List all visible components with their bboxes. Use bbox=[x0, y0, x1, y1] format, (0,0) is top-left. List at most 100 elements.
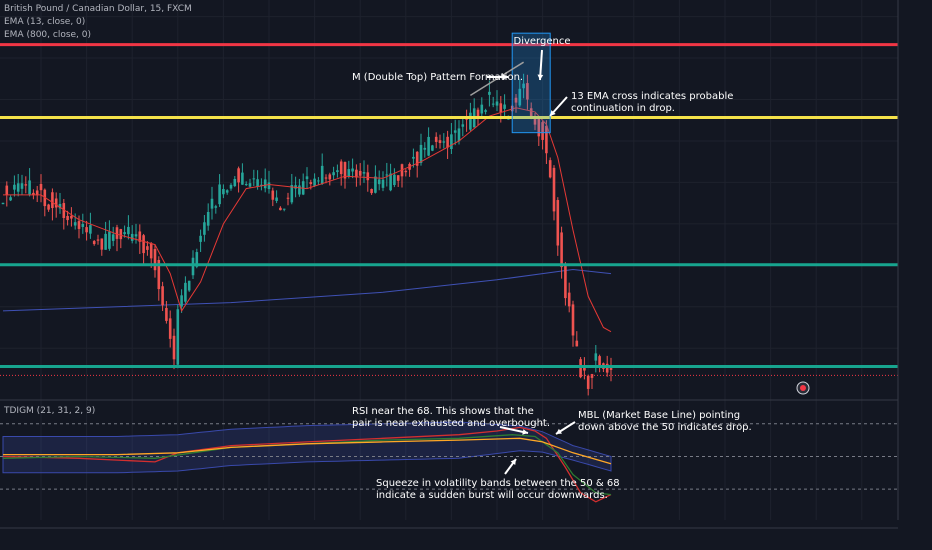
candle-body bbox=[180, 295, 183, 307]
candle-body bbox=[339, 161, 343, 175]
ema-13-path bbox=[3, 107, 612, 333]
candle-body bbox=[374, 176, 377, 193]
candle-body bbox=[28, 180, 31, 195]
ema800-legend: EMA (800, close, 0) bbox=[4, 30, 92, 40]
arrow-head bbox=[522, 429, 528, 435]
candle-body bbox=[309, 182, 313, 185]
candle-body bbox=[54, 198, 58, 208]
candle-body bbox=[89, 225, 92, 234]
candle-body bbox=[469, 112, 472, 130]
candle-body bbox=[225, 190, 229, 193]
candle-body bbox=[168, 318, 172, 339]
candle-body bbox=[564, 264, 567, 299]
candle-body bbox=[298, 185, 301, 195]
candle-body bbox=[77, 221, 81, 229]
candle-body bbox=[343, 162, 347, 179]
candle-body bbox=[484, 110, 487, 112]
candle-body bbox=[252, 178, 256, 180]
candle-body bbox=[537, 116, 541, 137]
candle-body bbox=[552, 167, 556, 212]
candle-body bbox=[142, 235, 145, 254]
candle-body bbox=[533, 117, 537, 125]
ema13-legend: EMA (13, close, 0) bbox=[4, 17, 86, 27]
candle-body bbox=[590, 374, 594, 378]
candle-body bbox=[377, 179, 381, 185]
candle-body bbox=[130, 233, 134, 241]
candle-body bbox=[396, 175, 400, 181]
annotation-divergence: Divergence bbox=[514, 36, 571, 47]
indicator-legend: TDIGM (21, 31, 2, 9) bbox=[4, 406, 96, 416]
candle-body bbox=[92, 241, 96, 245]
candle-body bbox=[157, 259, 161, 290]
candle-body bbox=[393, 174, 396, 186]
candle-body bbox=[598, 356, 601, 366]
candle-body bbox=[324, 177, 328, 179]
candle-body bbox=[446, 136, 449, 148]
candle-body bbox=[62, 203, 66, 218]
candle-body bbox=[70, 215, 73, 219]
candle-body bbox=[351, 168, 354, 172]
candle-body bbox=[313, 178, 316, 186]
arrow-head bbox=[502, 74, 508, 80]
candle-body bbox=[203, 222, 206, 235]
double-top-trendline bbox=[470, 61, 524, 96]
annotation-ema-cross-line1: 13 EMA cross indicates probable bbox=[571, 91, 733, 102]
candle-body bbox=[457, 128, 461, 142]
candle-body bbox=[605, 363, 609, 373]
candle-body bbox=[423, 147, 427, 150]
candle-body bbox=[305, 176, 309, 180]
grid bbox=[0, 0, 898, 520]
candle-body bbox=[495, 101, 499, 106]
candle-body bbox=[16, 183, 20, 192]
candle-body bbox=[427, 136, 430, 156]
candle-body bbox=[431, 145, 434, 151]
candle-body bbox=[199, 235, 202, 242]
candle-body bbox=[290, 185, 294, 203]
candle-body bbox=[263, 179, 267, 189]
ema-800-line bbox=[2, 268, 612, 312]
candle-body bbox=[35, 190, 39, 196]
candle-body bbox=[104, 233, 107, 250]
candle-body bbox=[560, 232, 563, 268]
arrow-head bbox=[556, 428, 562, 434]
price-axis bbox=[898, 0, 932, 550]
candle-body bbox=[32, 192, 35, 196]
candle-body bbox=[47, 204, 50, 210]
oscillator-series bbox=[2, 426, 612, 503]
candle-body bbox=[529, 108, 533, 117]
candle-body bbox=[256, 179, 259, 187]
ema-13-line bbox=[3, 107, 612, 333]
candle-body bbox=[370, 189, 373, 194]
candle-body bbox=[85, 227, 88, 233]
candle-body bbox=[488, 91, 491, 95]
candle-body bbox=[419, 144, 423, 163]
candle-body bbox=[146, 246, 149, 250]
candle-body bbox=[218, 184, 221, 205]
candle-body bbox=[358, 170, 362, 176]
candle-body bbox=[108, 231, 111, 249]
oscillator-series bbox=[2, 434, 612, 496]
annotation-squeeze-line2: indicate a sudden burst will occur downw… bbox=[376, 490, 608, 501]
candle-body bbox=[526, 83, 529, 100]
candle-body bbox=[355, 169, 358, 178]
candle-body bbox=[575, 340, 579, 347]
annotation-double-top: M (Double Top) Pattern Formation. bbox=[352, 72, 523, 83]
candle-body bbox=[66, 215, 69, 221]
ema-800-path bbox=[2, 268, 612, 312]
candle-body bbox=[172, 335, 176, 360]
candle-body bbox=[5, 185, 9, 196]
candle-body bbox=[514, 97, 518, 103]
candle-body bbox=[567, 292, 571, 307]
alert-icon[interactable] bbox=[796, 381, 810, 395]
candle-body bbox=[229, 184, 233, 189]
annotation-mbl-line2: down above the 50 indicates drop. bbox=[578, 422, 752, 433]
candle-body bbox=[260, 184, 263, 186]
candle-body bbox=[499, 103, 503, 113]
candle-body bbox=[233, 178, 237, 187]
annotation-arrows bbox=[487, 49, 576, 475]
candle-body bbox=[571, 304, 575, 336]
candle-body bbox=[385, 174, 389, 176]
candle-body bbox=[347, 169, 351, 177]
